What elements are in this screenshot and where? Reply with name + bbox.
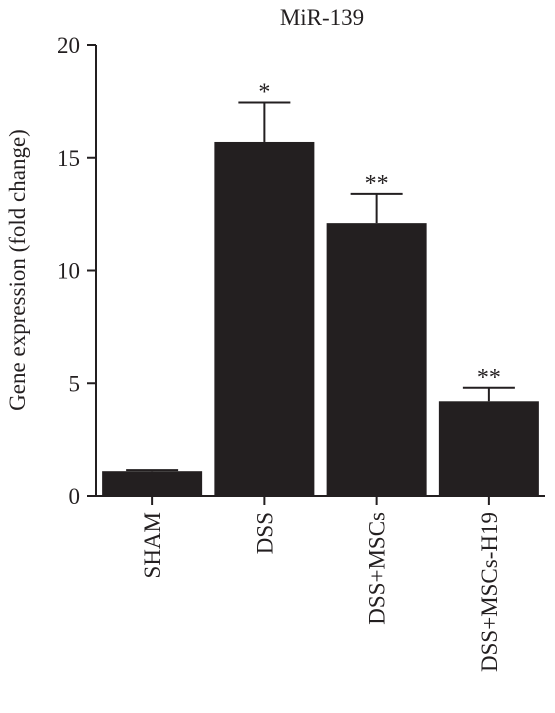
bar <box>326 223 427 496</box>
y-tick-label: 5 <box>69 371 81 396</box>
significance-label: ** <box>477 365 501 391</box>
significance-label: ** <box>365 171 389 197</box>
bar <box>214 141 315 496</box>
bar <box>102 471 203 496</box>
chart-title: MiR-139 <box>280 5 364 30</box>
bars: ***** <box>102 80 539 496</box>
x-tick-label: DSS <box>252 512 277 554</box>
significance-label: * <box>258 80 270 106</box>
x-tick-label: DSS+MSCs <box>365 512 390 625</box>
x-tick-label: DSS+MSCs-H19 <box>477 512 502 672</box>
y-tick-label: 15 <box>57 146 80 171</box>
y-ticks: 0 5 10 15 20 <box>57 33 96 509</box>
y-tick-label: 20 <box>57 33 80 58</box>
y-axis-label: Gene expression (fold change) <box>5 129 30 411</box>
x-tick-labels: SHAM DSS DSS+MSCs DSS+MSCs-H19 <box>140 496 502 672</box>
y-tick-label: 0 <box>69 484 81 509</box>
y-tick-label: 10 <box>57 259 80 284</box>
bar <box>438 401 539 496</box>
x-tick-label: SHAM <box>140 512 165 578</box>
